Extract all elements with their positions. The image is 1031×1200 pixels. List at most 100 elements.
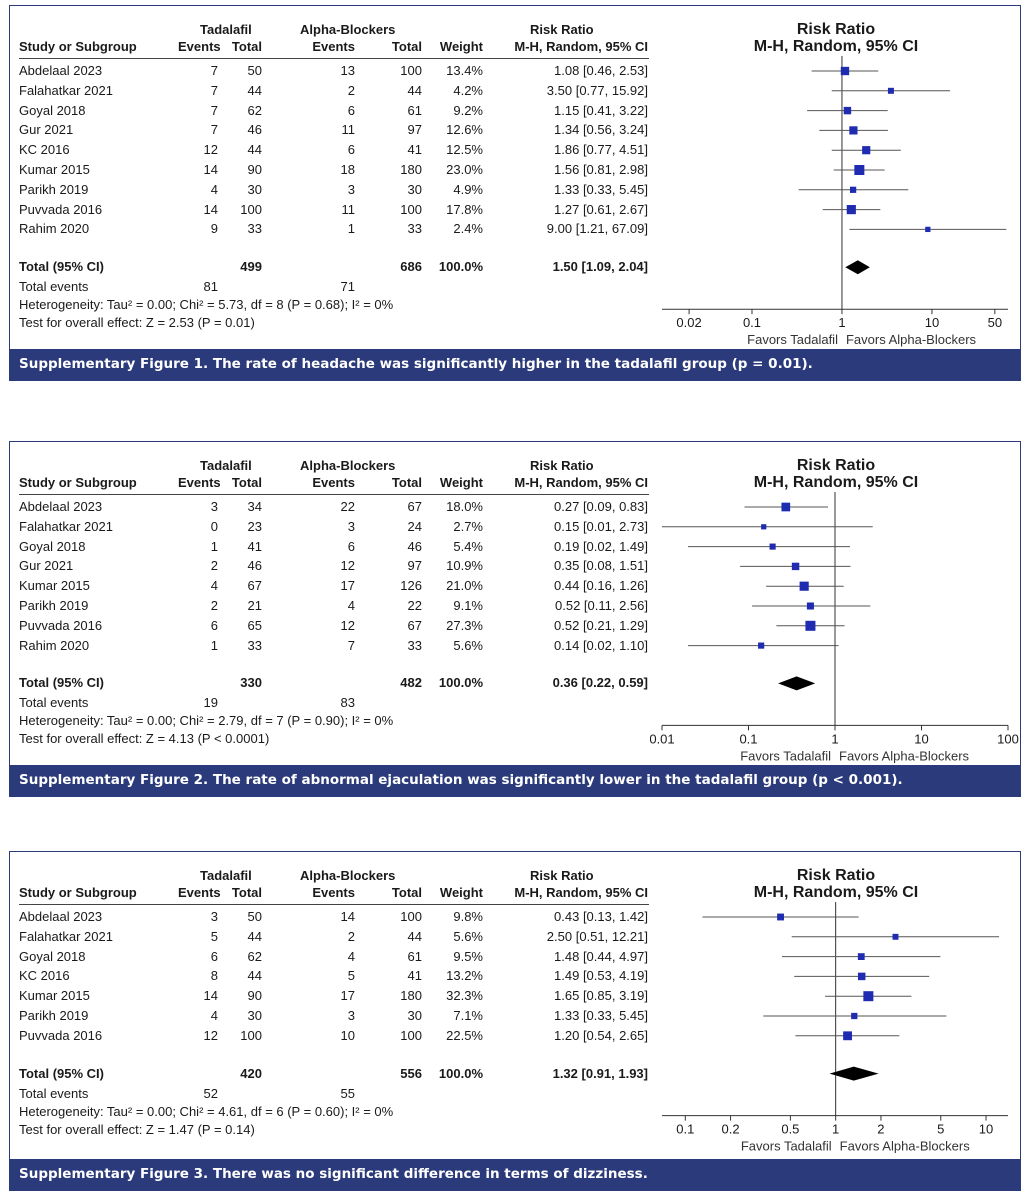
x-axis-tick-label: 1	[831, 731, 838, 746]
study-point-marker	[805, 620, 816, 631]
study-weight: 13.4%	[446, 63, 483, 78]
events1-header: Events	[178, 475, 221, 490]
events-alpha-blockers: 4	[347, 948, 355, 964]
study-weight: 5.6%	[453, 637, 483, 653]
total-tadalafil: 46	[247, 122, 262, 138]
heterogeneity-text: Heterogeneity: Tau² = 0.00; Chi² = 5.73,…	[19, 297, 394, 313]
events-alpha-blockers: 17	[340, 988, 355, 1004]
events-tadalafil: 14	[203, 201, 218, 217]
study-weight: 5.6%	[453, 928, 483, 944]
events-tadalafil: 7	[210, 102, 218, 118]
x-axis-tick-label: 0.2	[722, 1122, 740, 1137]
total-tadalafil: 50	[247, 909, 262, 924]
events-tadalafil: 6	[210, 617, 218, 633]
x-axis-tick-label: 50	[988, 315, 1002, 330]
x-axis-tick-label: 1	[832, 1122, 839, 1137]
group1-header: Tadalafil	[200, 868, 252, 883]
x-axis-tick-label: 2	[877, 1122, 884, 1137]
favors-left-label: Favors Tadalafil	[741, 1139, 832, 1154]
total-tadalafil: 44	[247, 142, 262, 158]
weight-header: Weight	[439, 39, 483, 54]
events-alpha-blockers: 5	[347, 968, 355, 984]
total-tadalafil: 67	[247, 578, 262, 594]
study-name: Abdelaal 2023	[19, 63, 103, 78]
favors-left-label: Favors Tadalafil	[740, 748, 831, 763]
total-alpha-blockers: 482	[400, 675, 422, 691]
events-alpha-blockers: 2	[347, 82, 355, 98]
total-events-tadalafil: 52	[203, 1085, 218, 1101]
study-weight: 21.0%	[446, 578, 483, 594]
forest-plot-figure-1: Tadalafil Alpha-Blockers Risk Ratio Study o…	[9, 5, 1021, 381]
group1-header: Tadalafil	[200, 22, 252, 37]
study-weight: 18.0%	[446, 499, 483, 514]
total-risk-ratio: 1.50 [1.09, 2.04]	[552, 259, 648, 275]
total-tadalafil: 65	[247, 617, 262, 633]
study-weight: 4.9%	[453, 181, 483, 197]
study-point-marker	[791, 562, 800, 571]
study-point-marker	[846, 205, 856, 215]
study-weight: 7.1%	[453, 1008, 483, 1023]
total-tadalafil: 30	[247, 181, 262, 197]
plot-title: Risk Ratio	[796, 867, 876, 884]
events-alpha-blockers: 6	[347, 102, 355, 118]
events-tadalafil: 14	[203, 162, 218, 177]
study-name: Rahim 2020	[19, 221, 90, 237]
total-tadalafil: 50	[247, 63, 262, 78]
study-risk-ratio: 2.50 [0.51, 12.21]	[546, 928, 648, 944]
forest-plot-svg: 0.01 0.1 1 10 100 Favors Tadalafil Favors Alph…	[650, 492, 1019, 763]
events-tadalafil: 12	[203, 1027, 218, 1043]
total-tadalafil: 90	[247, 162, 262, 177]
study-risk-ratio: 0.43 [0.13, 1.42]	[554, 909, 648, 924]
favors-right-label: Favors Alpha-Blockers	[840, 1139, 971, 1154]
forest-plot-svg: 0.02 0.1 1 10 50 Favors Tadalafil Favors Alpha…	[662, 56, 1008, 347]
study-point-marker	[769, 543, 776, 550]
study-point-marker	[843, 1031, 852, 1041]
events-tadalafil: 4	[210, 578, 218, 594]
group2-header: Alpha-Blockers	[300, 22, 396, 37]
study-name: Falahatkar 2021	[19, 928, 113, 944]
total-alpha-blockers: 41	[407, 968, 422, 984]
total-alpha-blockers: 686	[400, 259, 422, 275]
total-events-label: Total events	[19, 279, 89, 295]
overall-effect-text: Test for overall effect: Z = 1.47 (P = 0…	[19, 1121, 255, 1137]
events-alpha-blockers: 2	[347, 928, 355, 944]
total-tadalafil: 33	[247, 637, 262, 653]
weight-header: Weight	[439, 885, 483, 900]
total-tadalafil: 21	[247, 598, 262, 613]
forest-plot-area: Risk Ratio M-H, Random, 95% CI 0.01 0.1 1 10 1…	[650, 442, 1022, 796]
total-events-alpha-blockers: 83	[340, 695, 355, 711]
study-weight: 9.8%	[453, 909, 483, 924]
study-weight: 22.5%	[446, 1027, 483, 1043]
study-risk-ratio: 1.33 [0.33, 5.45]	[554, 1008, 648, 1023]
overall-effect-text: Test for overall effect: Z = 4.13 (P < 0…	[19, 731, 270, 747]
total-alpha-blockers: 97	[407, 122, 422, 138]
events-alpha-blockers: 11	[341, 122, 356, 138]
study-weight: 5.4%	[453, 538, 483, 554]
total-alpha-blockers: 180	[400, 988, 422, 1004]
study-risk-ratio: 1.86 [0.77, 4.51]	[554, 142, 648, 158]
study-risk-ratio: 1.48 [0.44, 4.97]	[554, 948, 648, 964]
events-tadalafil: 3	[210, 499, 218, 514]
x-axis-tick-label: 0.5	[781, 1122, 799, 1137]
events-alpha-blockers: 18	[340, 162, 355, 177]
events-tadalafil: 4	[210, 181, 218, 197]
forest-table: Tadalafil Alpha-Blockers Risk Ratio Study o…	[10, 442, 650, 796]
total-weight: 100.0%	[438, 675, 483, 691]
total-tadalafil: 30	[247, 1008, 262, 1023]
total-alpha-blockers: 67	[407, 499, 422, 514]
x-axis-tick-label: 5	[937, 1122, 944, 1137]
study-risk-ratio: 0.35 [0.08, 1.51]	[554, 558, 648, 574]
total-alpha-blockers: 61	[407, 948, 422, 964]
events-alpha-blockers: 3	[347, 181, 355, 197]
figure-caption: Supplementary Figure 2. The rate of abno…	[10, 765, 1020, 796]
study-weight: 17.8%	[446, 201, 483, 217]
forest-plot-figure-3: Tadalafil Alpha-Blockers Risk Ratio Study o…	[9, 851, 1021, 1191]
study-weight: 2.4%	[453, 221, 483, 237]
forest-plot-svg: 0.1 0.2 0.5 1 2 5 10 Favors Tadalafil Favors Alp…	[662, 902, 1008, 1154]
total-alpha-blockers: 100	[400, 909, 422, 924]
events2-header: Events	[312, 39, 355, 54]
events-tadalafil: 8	[210, 968, 218, 984]
total-tadalafil: 100	[240, 1027, 262, 1043]
study-risk-ratio: 1.34 [0.56, 3.24]	[554, 122, 648, 138]
x-axis-tick-label: 10	[914, 731, 928, 746]
